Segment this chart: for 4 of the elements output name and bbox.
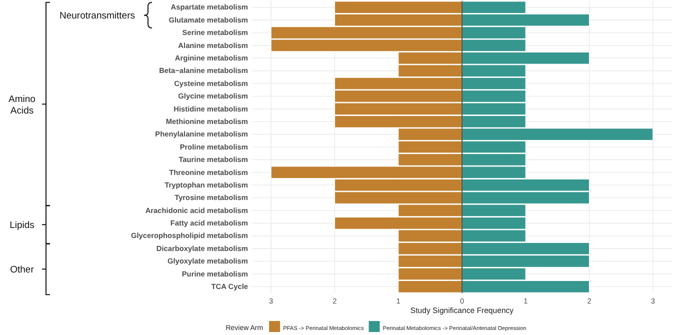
text: Lipids: [10, 220, 35, 232]
text: Amino Acids: [8, 94, 36, 116]
text: Neurotransmitters: [60, 10, 136, 22]
text: Other: [10, 264, 34, 276]
